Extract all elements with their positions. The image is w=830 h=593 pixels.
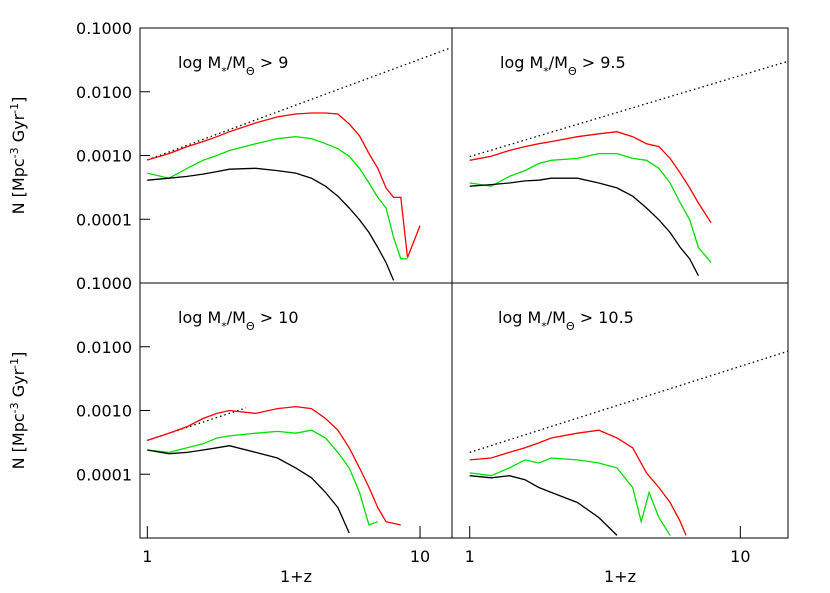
y-axis-title-part: -1: [8, 358, 21, 369]
data-line: [469, 131, 712, 224]
y-axis-title-part: N [Mpc: [9, 413, 28, 469]
y-tick-label: 0.0010: [76, 147, 132, 166]
y-tick-label: 0.0001: [76, 465, 132, 484]
data-line: [469, 475, 618, 536]
y-axis-title: N [Mpc-3 Gyr-1]: [8, 352, 29, 470]
x-tick-label: 10: [410, 547, 430, 566]
panel-frame: [451, 282, 789, 539]
annotation: log M*/MΘ > 9: [178, 53, 288, 78]
x-tick-label: 1: [142, 547, 152, 566]
data-line: [469, 60, 788, 158]
annotation-part: Θ: [568, 65, 577, 78]
annotation: log M*/MΘ > 10: [178, 308, 299, 333]
y-axis-title-part: ]: [9, 352, 28, 358]
y-tick-label: 0.0010: [76, 402, 132, 421]
y-tick-label: 0.1000: [76, 19, 132, 38]
x-tick-label: 10: [730, 547, 750, 566]
annotation-part: *: [543, 65, 549, 78]
data-line: [147, 167, 395, 281]
data-line: [147, 407, 247, 442]
annotation-part: log M: [498, 308, 541, 327]
annotation-part: *: [541, 320, 547, 333]
annotation-part: Θ: [246, 65, 255, 78]
y-axis-title-part: Gyr: [9, 368, 28, 402]
data-line: [147, 405, 401, 526]
data-line: [469, 177, 699, 276]
y-tick-label: 0.1000: [76, 274, 132, 293]
data-line: [147, 112, 421, 258]
annotation-part: /M: [227, 53, 246, 72]
annotation-part: > 9: [255, 53, 289, 72]
annotation-part: /M: [547, 308, 566, 327]
y-tick-label: 0.0100: [76, 83, 132, 102]
annotation-part: > 9.5: [577, 53, 626, 72]
data-line: [147, 429, 379, 526]
x-tick-label: 1: [465, 547, 475, 566]
annotation-part: log M: [500, 53, 543, 72]
data-line: [469, 350, 788, 454]
annotation-part: Θ: [566, 320, 575, 333]
annotation-part: /M: [549, 53, 568, 72]
y-axis-title-part: Gyr: [9, 113, 28, 147]
y-axis-title-part: -1: [8, 103, 21, 114]
annotation-part: *: [221, 65, 227, 78]
annotation-part: Θ: [246, 320, 255, 333]
x-axis-title: 1+z: [280, 567, 312, 586]
annotation: log M*/MΘ > 9.5: [500, 53, 626, 78]
y-axis-title-part: ]: [9, 97, 28, 103]
annotation-part: /M: [227, 308, 246, 327]
data-line: [469, 457, 671, 536]
annotation-part: log M: [178, 53, 221, 72]
y-axis-title-part: -3: [8, 147, 21, 158]
annotation-part: *: [221, 320, 227, 333]
annotation-part: log M: [178, 308, 221, 327]
data-line: [147, 136, 408, 260]
data-line: [469, 152, 712, 263]
y-tick-label: 0.0001: [76, 210, 132, 229]
data-line: [469, 429, 687, 536]
annotation-part: > 10: [255, 308, 299, 327]
data-line: [147, 445, 350, 534]
y-axis-title-part: -3: [8, 402, 21, 413]
y-axis-title: N [Mpc-3 Gyr-1]: [8, 97, 29, 215]
x-axis-title: 1+z: [604, 567, 636, 586]
y-axis-title-part: N [Mpc: [9, 158, 28, 214]
annotation: log M*/MΘ > 10.5: [498, 308, 634, 333]
y-tick-label: 0.0100: [76, 338, 132, 357]
annotation-part: > 10.5: [575, 308, 634, 327]
